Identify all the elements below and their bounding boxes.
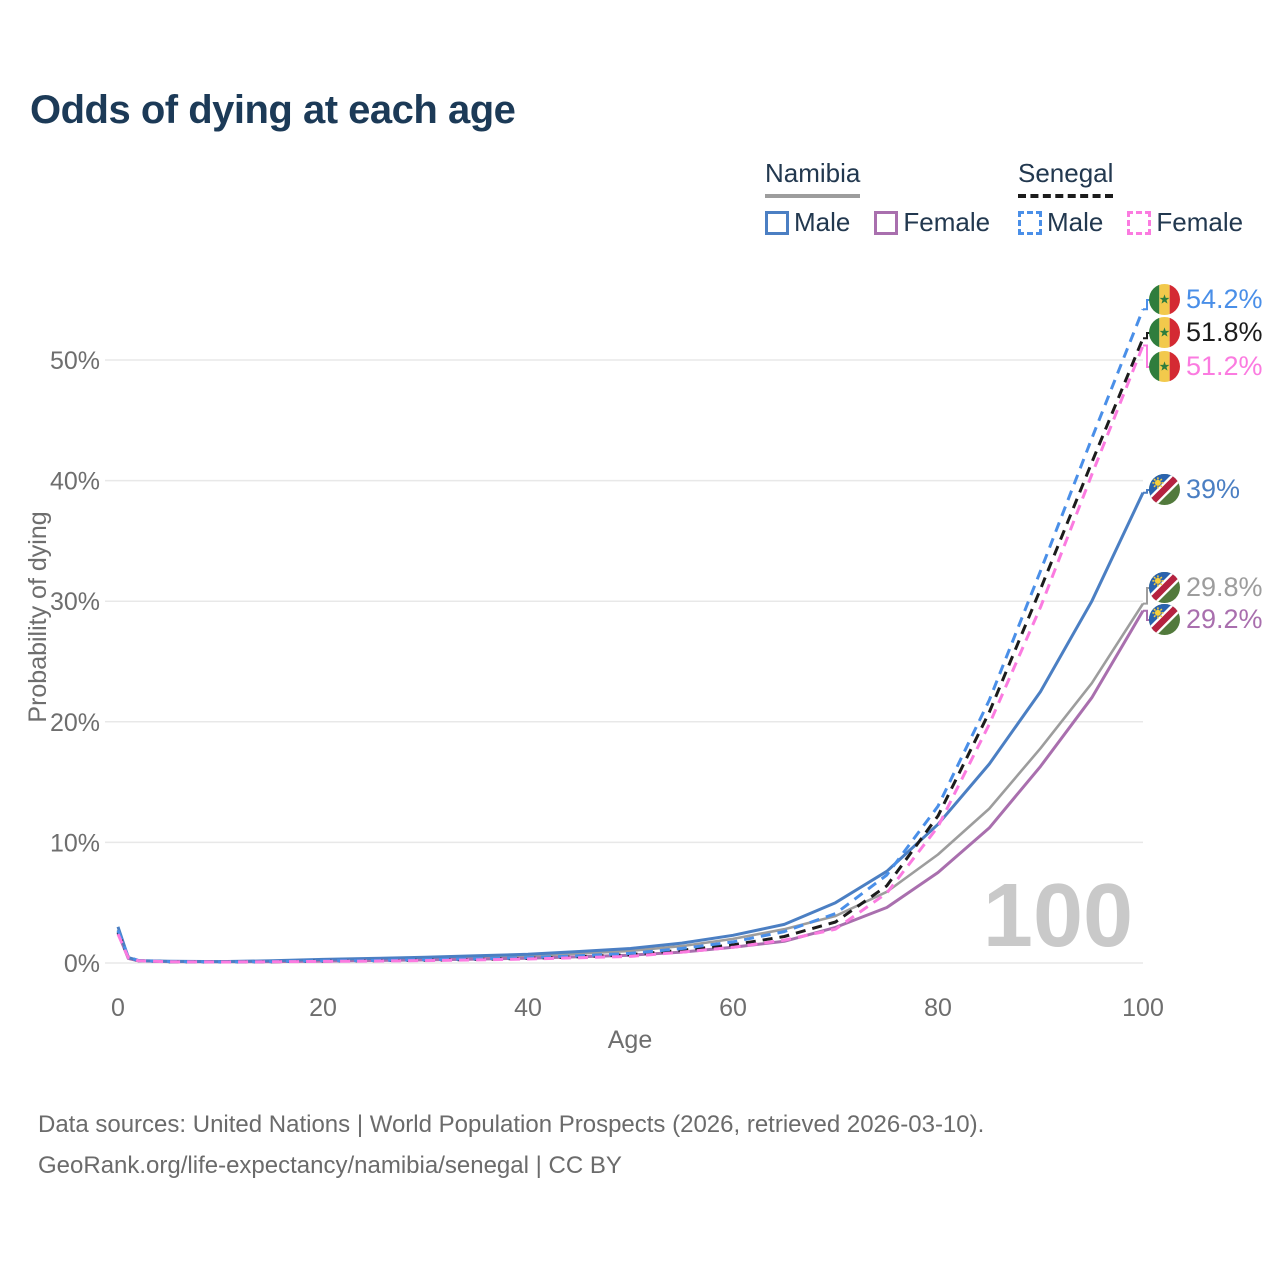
series-line-senegal-male[interactable]: [116, 308, 1145, 964]
legend-title-namibia: Namibia: [765, 158, 861, 198]
legend-item-senegal-male[interactable]: Male: [1018, 207, 1103, 238]
end-label-senegal-female: 51.2%: [1149, 351, 1263, 382]
end-value: 51.2%: [1186, 351, 1263, 381]
legend-label-senegal-male: Male: [1047, 207, 1104, 237]
senegal-flag-icon: [1149, 351, 1180, 382]
legend-label-senegal-female: Female: [1156, 207, 1244, 237]
attribution-line: GeoRank.org/life-expectancy/namibia/sene…: [38, 1152, 622, 1179]
end-label-connector: [1143, 489, 1151, 494]
x-tick-label: 40: [514, 994, 542, 1022]
end-value: 51.8%: [1186, 317, 1263, 347]
end-label-senegal-both: 51.8%: [1149, 317, 1263, 348]
legend-label-namibia-female: Female: [903, 207, 991, 237]
series-line-senegal-female[interactable]: [116, 344, 1145, 964]
end-label-connector: [1143, 299, 1151, 311]
footer: Data sources: United Nations | World Pop…: [38, 1104, 984, 1186]
end-label-connector: [1143, 344, 1151, 368]
y-axis-title: Probability of dying: [24, 511, 52, 722]
page-title: Odds of dying at each age: [30, 88, 516, 132]
x-tick-label: 60: [719, 994, 747, 1022]
legend-title-senegal: Senegal: [1018, 158, 1114, 198]
end-value: 54.2%: [1186, 284, 1263, 314]
end-label-connector: [1143, 587, 1151, 605]
senegal-female-swatch-icon: [1127, 210, 1152, 235]
legend-group-senegal: Senegal Male Female: [1018, 158, 1243, 238]
end-label-namibia-both: 29.8%: [1149, 572, 1263, 603]
namibia-female-swatch-icon: [874, 210, 899, 235]
legend-items-senegal: Male Female: [1018, 207, 1243, 238]
x-tick-label: 20: [309, 994, 337, 1022]
end-label-namibia-female: 29.2%: [1149, 604, 1263, 635]
data-sources-line: Data sources: United Nations | World Pop…: [38, 1111, 985, 1138]
end-value: 29.2%: [1186, 604, 1263, 634]
end-label-senegal-male: 54.2%: [1149, 284, 1263, 315]
legend-item-namibia-male[interactable]: Male: [765, 207, 850, 238]
namibia-male-swatch-icon: [765, 210, 789, 235]
y-tick-label: 30%: [50, 588, 100, 616]
end-value: 39%: [1186, 474, 1241, 504]
end-value: 29.8%: [1186, 572, 1263, 602]
y-tick-label: 0%: [64, 950, 100, 978]
legend-item-namibia-female[interactable]: Female: [874, 207, 990, 238]
x-tick-label: 0: [111, 994, 125, 1022]
x-tick-label: 100: [1122, 994, 1164, 1022]
chart-canvas[interactable]: 0% 10% 20% 30% 40% 50% 0 20 40 60 80 100 Age Probabil…: [0, 0, 1280, 1080]
namibia-flag-icon: [1149, 604, 1180, 635]
end-label-connector: [1143, 609, 1151, 621]
y-tick-label: 10%: [50, 829, 100, 857]
namibia-flag-icon: [1149, 572, 1180, 603]
end-label-connector: [1143, 332, 1151, 340]
x-axis-title: Age: [608, 1026, 652, 1054]
legend-group-namibia: Namibia Male Female: [765, 158, 990, 238]
legend-items-namibia: Male Female: [765, 207, 990, 238]
legend-item-senegal-female[interactable]: Female: [1127, 207, 1243, 238]
namibia-flag-icon: [1149, 474, 1180, 505]
legend-label-namibia-male: Male: [794, 207, 851, 237]
y-tick-label: 50%: [50, 347, 100, 375]
y-tick-label: 40%: [50, 468, 100, 496]
end-label-namibia-male: 39%: [1149, 474, 1240, 505]
senegal-male-swatch-icon: [1018, 210, 1042, 235]
age-watermark: 100: [983, 866, 1133, 966]
x-tick-label: 80: [924, 994, 952, 1022]
senegal-flag-icon: [1149, 317, 1180, 348]
y-tick-label: 20%: [50, 709, 100, 737]
senegal-flag-icon: [1149, 284, 1180, 315]
